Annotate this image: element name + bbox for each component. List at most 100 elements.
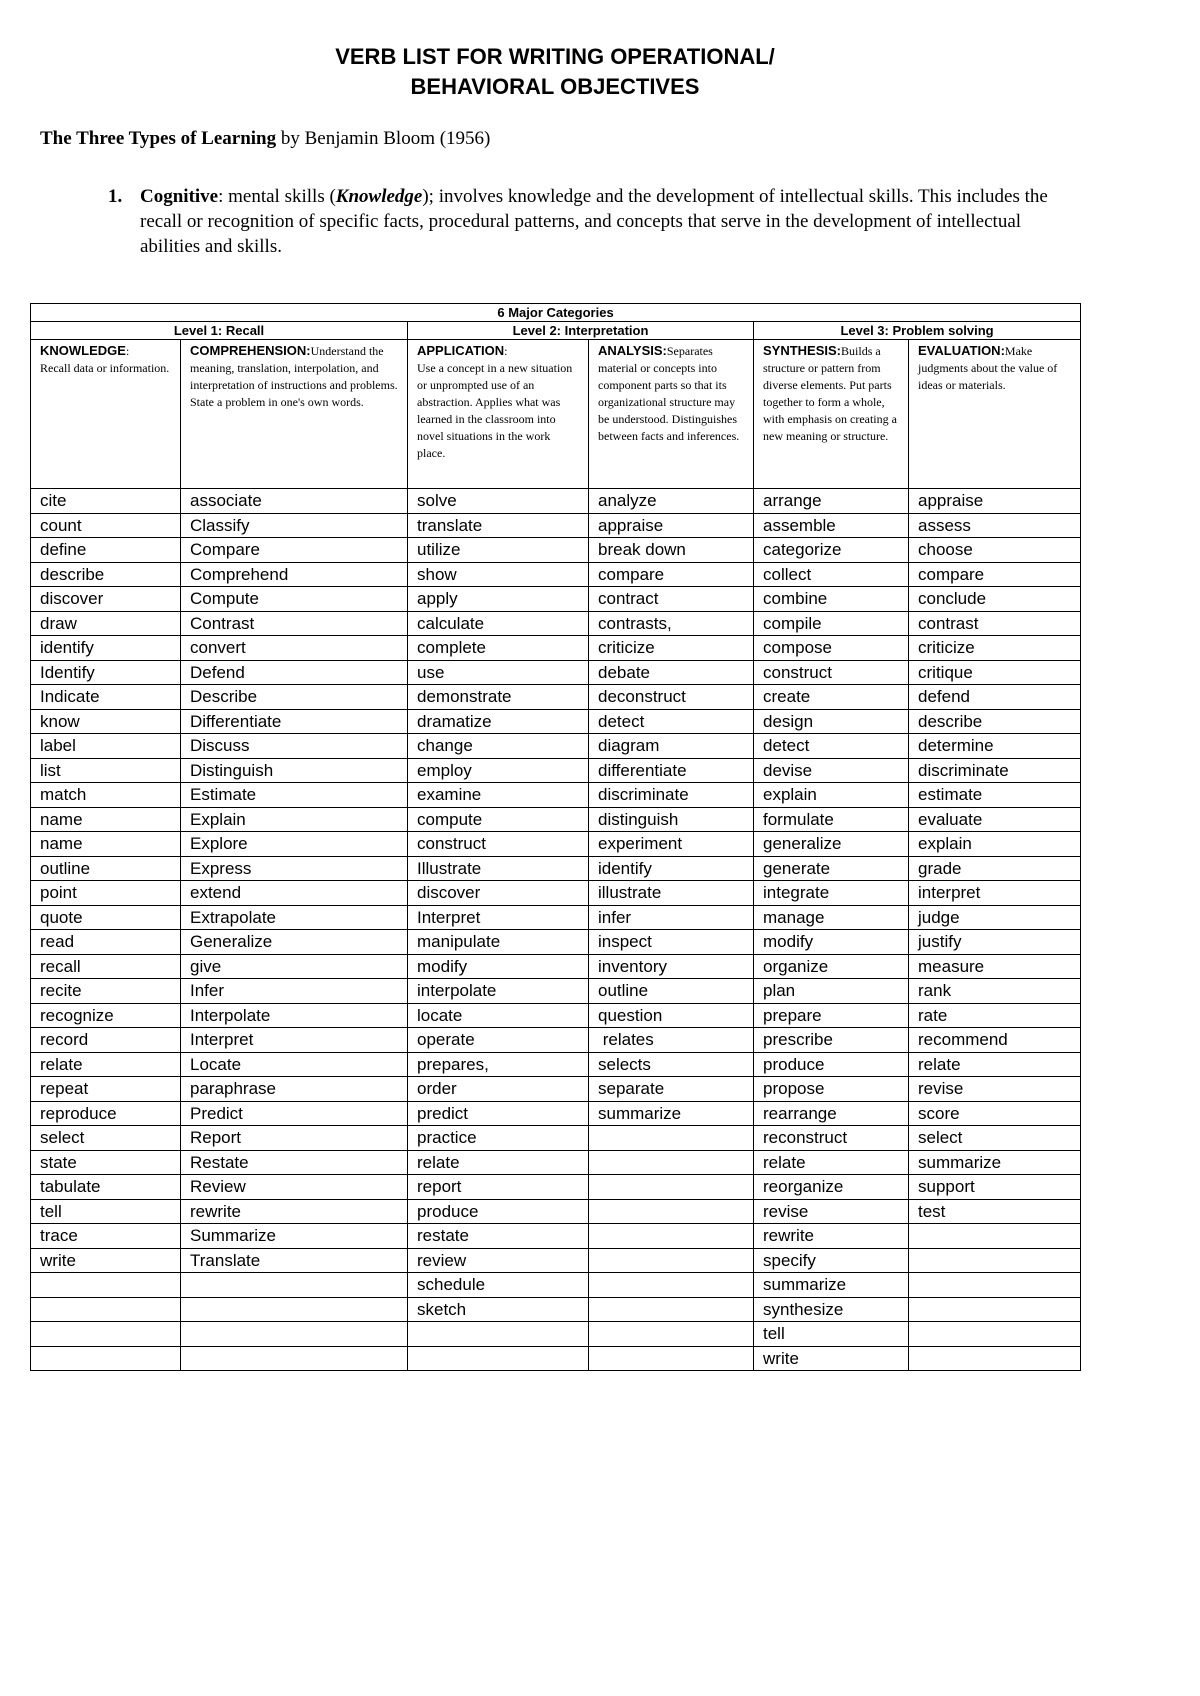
verb-cell: predict xyxy=(407,1100,589,1126)
table-row: identify convert complete criticize compose c… xyxy=(30,635,1082,661)
verb-cell: devise xyxy=(753,757,909,783)
verb-cell: Infer xyxy=(180,978,408,1004)
verb-cell: prepare xyxy=(753,1002,909,1028)
verb-cell: defend xyxy=(907,684,1082,710)
verb-cell: collect xyxy=(753,561,909,587)
table-row: schedule summarize xyxy=(30,1272,1082,1298)
category-sep: : xyxy=(125,344,130,358)
verb-cell: relate xyxy=(407,1149,589,1175)
verb-cell: label xyxy=(30,733,181,759)
table-row: label Discuss change diagram detect determine xyxy=(30,733,1082,759)
verb-cell: operate xyxy=(407,1027,589,1053)
verb-cell: Translate xyxy=(180,1247,408,1273)
verb-cell: select xyxy=(907,1125,1082,1151)
verb-cell xyxy=(588,1247,754,1273)
verb-cell: tabulate xyxy=(30,1174,181,1200)
verb-cell: differentiate xyxy=(588,757,754,783)
verb-cell: manage xyxy=(753,904,909,930)
verb-cell: Illustrate xyxy=(407,855,589,881)
verb-cell: complete xyxy=(407,635,589,661)
verb-cell: Distinguish xyxy=(180,757,408,783)
table-row: point extend discover illustrate integrate in… xyxy=(30,880,1082,906)
verb-cell: draw xyxy=(30,610,181,636)
verb-cell: rearrange xyxy=(753,1100,909,1126)
verb-cell: revise xyxy=(753,1198,909,1224)
category-name: ANALYSIS: xyxy=(598,343,667,358)
verb-cell: discriminate xyxy=(907,757,1082,783)
verb-cell: estimate xyxy=(907,782,1082,808)
verb-cell: count xyxy=(30,512,181,538)
verb-cell: restate xyxy=(407,1223,589,1249)
verb-cell: judge xyxy=(907,904,1082,930)
verb-cell: break down xyxy=(588,537,754,563)
verb-cell: Interpret xyxy=(407,904,589,930)
verb-cell xyxy=(30,1296,181,1322)
verb-cell: formulate xyxy=(753,806,909,832)
verb-cell: distinguish xyxy=(588,806,754,832)
category-description: APPLICATION: Use a concept in a new situ… xyxy=(407,339,589,489)
page-title-line-1: VERB LIST FOR WRITING OPERATIONAL/ xyxy=(335,44,775,69)
verb-cell: practice xyxy=(407,1125,589,1151)
verb-cell: use xyxy=(407,659,589,685)
verb-cell: design xyxy=(753,708,909,734)
verb-cell: write xyxy=(753,1345,909,1371)
verb-cell: associate xyxy=(180,488,408,514)
verb-cell: Compare xyxy=(180,537,408,563)
verb-cell: Summarize xyxy=(180,1223,408,1249)
category-name: APPLICATION xyxy=(417,343,505,358)
verb-cell: arrange xyxy=(753,488,909,514)
table-row: name Explain compute distinguish formulate ev… xyxy=(30,806,1082,832)
verb-cell: prepares, xyxy=(407,1051,589,1077)
verb-cell: compare xyxy=(907,561,1082,587)
verb-cell: record xyxy=(30,1027,181,1053)
verb-cell: reproduce xyxy=(30,1100,181,1126)
verb-cell: explain xyxy=(907,831,1082,857)
category-name: EVALUATION: xyxy=(918,343,1005,358)
verb-cell xyxy=(30,1345,181,1371)
verb-cell: tell xyxy=(30,1198,181,1224)
verb-cell: repeat xyxy=(30,1076,181,1102)
verb-cell: Classify xyxy=(180,512,408,538)
verb-cell: summarize xyxy=(753,1272,909,1298)
table-row: outline Express Illustrate identify generate… xyxy=(30,855,1082,881)
table-row: sketch synthesize xyxy=(30,1296,1082,1322)
verb-cell: criticize xyxy=(907,635,1082,661)
verb-cell: modify xyxy=(753,929,909,955)
verb-cell xyxy=(407,1345,589,1371)
verb-cell: separate xyxy=(588,1076,754,1102)
level-3-header: Level 3: Problem solving xyxy=(752,321,1082,340)
verb-cell: Discuss xyxy=(180,733,408,759)
category-description: KNOWLEDGE: Recall data or information. xyxy=(30,339,181,489)
verb-cell: discover xyxy=(407,880,589,906)
verb-cell: selects xyxy=(588,1051,754,1077)
verb-cell: employ xyxy=(407,757,589,783)
verb-cell: measure xyxy=(907,953,1082,979)
verb-cell: recall xyxy=(30,953,181,979)
verb-cell: solve xyxy=(407,488,589,514)
verb-cell: explain xyxy=(753,782,909,808)
verb-cell: construct xyxy=(407,831,589,857)
verb-cell: recite xyxy=(30,978,181,1004)
major-categories-header: 6 Major Categories xyxy=(29,303,1082,322)
verb-cell: reorganize xyxy=(753,1174,909,1200)
verb-cell: dramatize xyxy=(407,708,589,734)
verb-cell: determine xyxy=(907,733,1082,759)
verb-cell xyxy=(907,1321,1082,1347)
category-desc: Recall data or information. xyxy=(40,361,170,375)
text-b: ); involves knowledge and the developmen… xyxy=(140,186,1048,257)
verb-cell: tell xyxy=(753,1321,909,1347)
verb-cell: Explain xyxy=(180,806,408,832)
table-row: relate Locate prepares, selects produce relat… xyxy=(30,1051,1082,1077)
verb-cell: define xyxy=(30,537,181,563)
verb-cell: relates xyxy=(588,1027,754,1053)
table-row: Identify Defend use debate construct critique xyxy=(30,659,1082,685)
table-row: match Estimate examine discriminate explain e… xyxy=(30,782,1082,808)
verb-cell: detect xyxy=(753,733,909,759)
verb-cell: compile xyxy=(753,610,909,636)
verb-cell: Differentiate xyxy=(180,708,408,734)
page-title-line-2: BEHAVIORAL OBJECTIVES xyxy=(410,74,700,99)
verb-cell: give xyxy=(180,953,408,979)
verb-cell: rewrite xyxy=(180,1198,408,1224)
table-row: recall give modify inventory organize measure xyxy=(30,953,1082,979)
verb-cell: know xyxy=(30,708,181,734)
